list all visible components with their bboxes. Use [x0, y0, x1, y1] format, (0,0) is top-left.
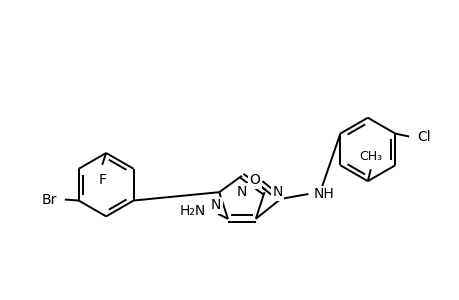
- Text: N: N: [236, 185, 246, 199]
- Text: F: F: [98, 173, 106, 187]
- Text: N: N: [211, 198, 221, 212]
- Text: Br: Br: [41, 193, 57, 206]
- Text: Cl: Cl: [416, 130, 430, 143]
- Text: NH: NH: [313, 187, 333, 201]
- Text: CH₃: CH₃: [358, 150, 381, 163]
- Text: H₂N: H₂N: [179, 204, 206, 218]
- Text: N: N: [272, 185, 282, 199]
- Text: O: O: [249, 173, 260, 187]
